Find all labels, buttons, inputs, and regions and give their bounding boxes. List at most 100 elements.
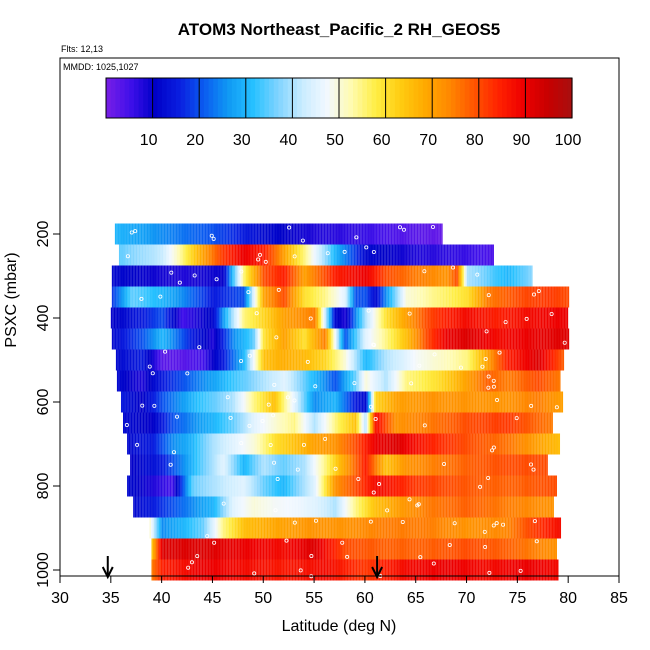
rh-cell — [441, 412, 444, 434]
rh-cell — [338, 454, 341, 476]
rh-cell — [345, 370, 348, 392]
rh-cell — [278, 496, 280, 518]
rh-cell — [320, 244, 322, 266]
sample-marker — [340, 540, 345, 545]
rh-cell — [164, 244, 167, 266]
rh-cell — [247, 433, 250, 455]
rh-cell — [537, 412, 540, 434]
rh-cell — [253, 475, 256, 497]
rh-cell — [223, 475, 225, 497]
rh-cell — [426, 370, 428, 392]
rh-cell — [148, 454, 150, 476]
rh-cell — [464, 328, 466, 350]
rh-cell — [168, 328, 170, 350]
rh-cell — [360, 391, 362, 413]
colorbar-segment — [497, 78, 503, 118]
rh-cell — [342, 391, 344, 413]
rh-cell — [200, 370, 203, 392]
rh-cell — [299, 538, 301, 560]
rh-cell — [548, 370, 550, 392]
rh-cell — [364, 559, 367, 581]
rh-cell — [268, 223, 271, 245]
rh-cell — [396, 391, 399, 413]
rh-cell — [398, 307, 401, 329]
rh-cell — [473, 307, 476, 329]
rh-cell — [263, 307, 265, 329]
rh-cell — [455, 370, 457, 392]
rh-cell — [364, 223, 367, 245]
rh-cell — [273, 412, 276, 434]
colorbar-segment — [539, 78, 545, 118]
rh-cell — [227, 433, 230, 455]
rh-cell — [360, 307, 363, 329]
rh-cell — [328, 559, 330, 581]
rh-cell — [207, 454, 210, 476]
colorbar-segment — [339, 78, 345, 118]
rh-cell — [316, 412, 319, 434]
rh-cell — [462, 496, 464, 518]
rh-cell — [377, 307, 380, 329]
rh-cell — [279, 496, 282, 518]
rh-cell — [484, 307, 486, 329]
rh-cell — [305, 286, 307, 308]
rh-cell — [165, 223, 167, 245]
rh-cell — [511, 307, 514, 329]
rh-cell — [353, 307, 355, 329]
rh-cell — [413, 517, 415, 539]
rh-cell — [288, 265, 291, 287]
rh-cell — [508, 391, 510, 413]
rh-cell — [178, 391, 181, 413]
rh-cell — [380, 496, 382, 518]
rh-cell — [246, 370, 248, 392]
rh-cell — [419, 286, 422, 308]
rh-cell — [303, 391, 306, 413]
rh-cell — [154, 223, 157, 245]
rh-cell — [307, 412, 309, 434]
sample-marker — [503, 320, 508, 325]
rh-cell — [329, 391, 332, 413]
rh-cell — [367, 496, 370, 518]
rh-cell — [184, 412, 186, 434]
rh-cell — [163, 538, 166, 560]
rh-cell — [270, 433, 272, 455]
rh-cell — [305, 538, 307, 560]
rh-cell — [278, 475, 280, 497]
rh-cell — [453, 265, 455, 287]
rh-cell — [313, 496, 315, 518]
rh-cell — [475, 370, 477, 392]
rh-cell — [233, 349, 235, 371]
rh-cell — [358, 538, 361, 560]
rh-cell — [524, 391, 527, 413]
rh-cell — [144, 370, 146, 392]
rh-cell — [494, 559, 496, 581]
rh-cell — [360, 433, 362, 455]
rh-cell — [142, 412, 145, 434]
rh-cell — [453, 454, 455, 476]
sample-marker — [562, 340, 567, 345]
rh-cell — [441, 454, 443, 476]
rh-cell — [466, 307, 468, 329]
rh-cell — [338, 349, 340, 371]
rh-cell — [165, 286, 167, 308]
rh-cell — [178, 349, 180, 371]
rh-cell — [367, 349, 369, 371]
rh-cell — [188, 265, 190, 287]
rh-cell — [351, 391, 353, 413]
rh-cell — [360, 223, 362, 245]
rh-cell — [393, 244, 395, 266]
rh-cell — [523, 496, 525, 518]
rh-cell — [230, 391, 233, 413]
rh-cell — [419, 265, 422, 287]
rh-cell — [523, 559, 525, 581]
rh-cell — [120, 244, 122, 266]
rh-cell — [162, 475, 164, 497]
rh-cell — [221, 559, 224, 581]
rh-cell — [239, 517, 241, 539]
rh-cell — [372, 244, 374, 266]
rh-cell — [442, 286, 445, 308]
rh-cell — [395, 328, 397, 350]
rh-cell — [209, 559, 211, 581]
rh-cell — [171, 475, 173, 497]
rh-cell — [531, 391, 533, 413]
rh-cell — [448, 391, 451, 413]
